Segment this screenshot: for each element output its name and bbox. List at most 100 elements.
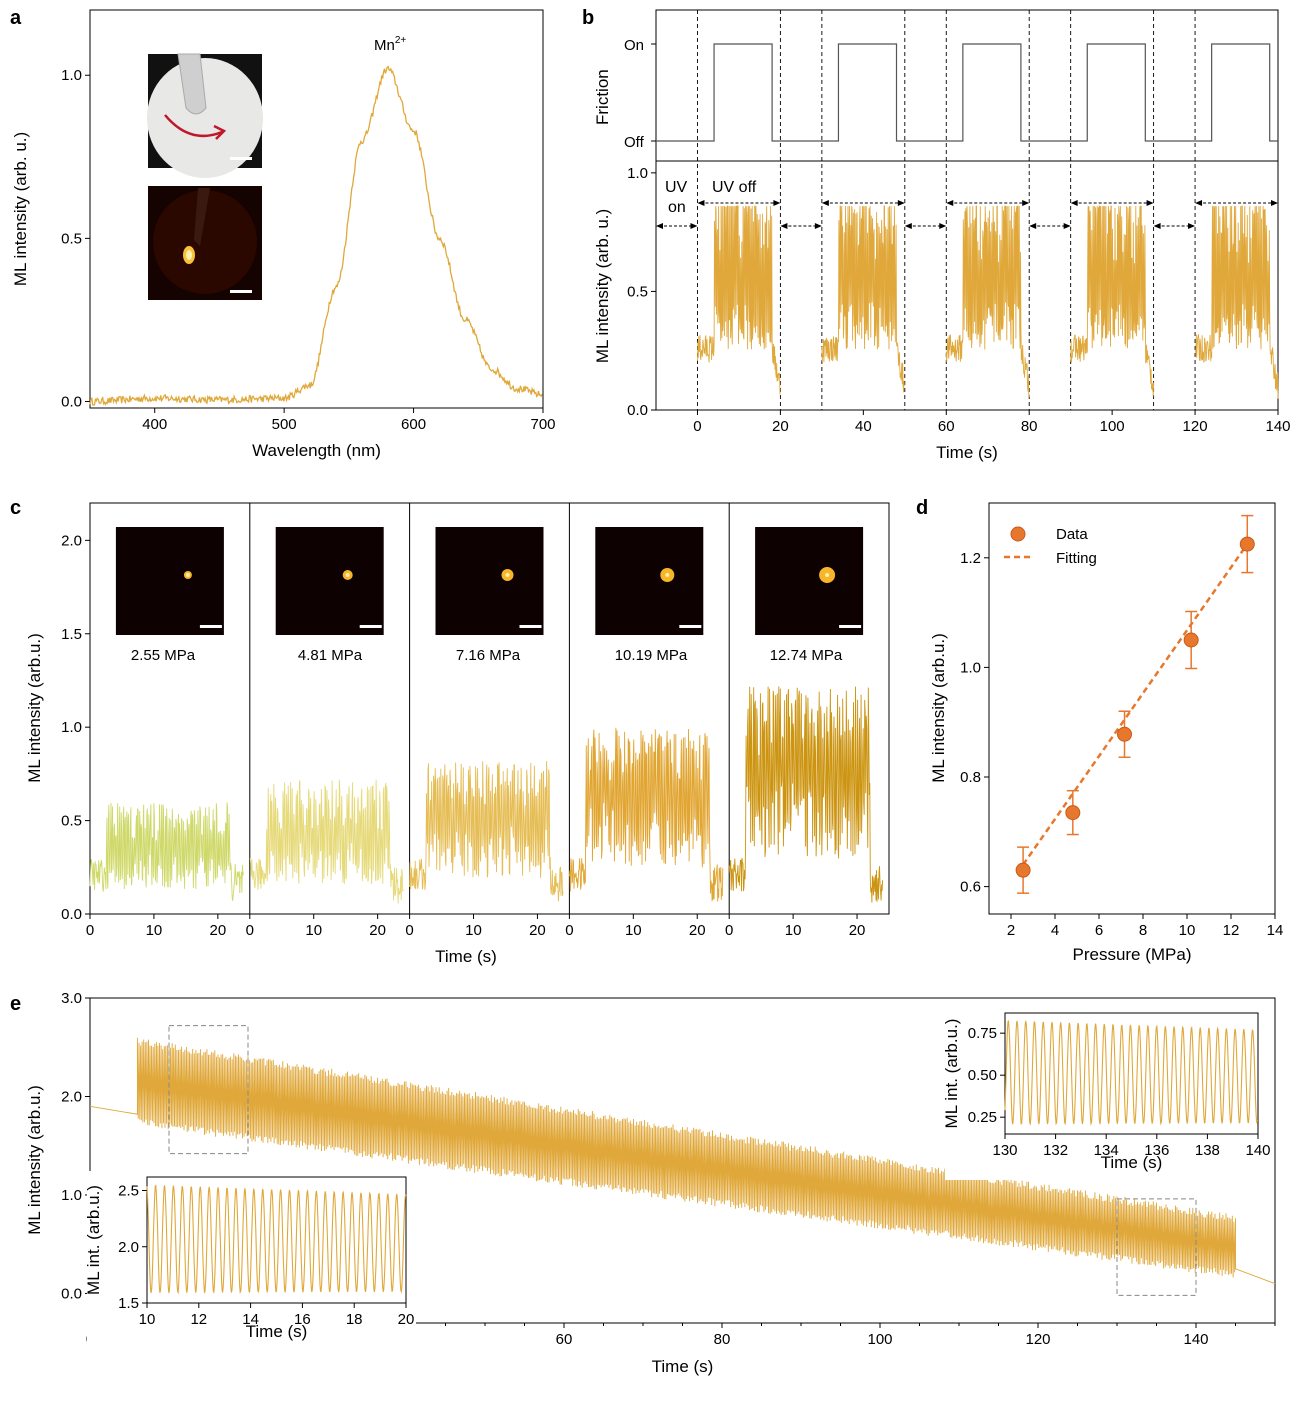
- inset-photo-emission: [148, 186, 262, 300]
- pressure-inset-scalebar: [679, 625, 702, 628]
- pressure-label-1: 2.55 MPa: [131, 647, 196, 664]
- inset-left-x-tick-label: 12: [190, 1311, 207, 1328]
- ml-burst-trace-4: [1070, 205, 1155, 397]
- panel-b-x-tick-label: 60: [938, 418, 955, 435]
- pressure-inset-scalebar: [199, 625, 222, 628]
- pressure-trace-5: [728, 686, 884, 903]
- panel-e-y-tick-label: 0.0: [61, 1285, 82, 1302]
- uv-on-arrow-head-left: [904, 223, 912, 229]
- panel-c-x-tick-label: 10: [146, 922, 163, 939]
- pressure-inset-scalebar: [359, 625, 382, 628]
- inset-left-x-tick-label: 10: [139, 1311, 156, 1328]
- uv-on-arrow-head-left: [780, 223, 788, 229]
- panel-b-axes: [655, 9, 1279, 411]
- inset-right-ylabel: ML int. (arb.u.): [942, 1019, 961, 1129]
- panel-b-x-tick-label: 120: [1183, 418, 1208, 435]
- pressure-inset-scalebar: [519, 625, 542, 628]
- pressure-inset-spot-core: [345, 573, 350, 577]
- ml-burst-trace-3: [945, 205, 1030, 398]
- data-point: [1239, 536, 1255, 552]
- panel-c-y-tick-label: 0.5: [61, 813, 82, 830]
- inset-right-x-tick-label: 136: [1144, 1142, 1169, 1159]
- uv-off-arrow-head-left: [1195, 200, 1203, 206]
- panel-a-x-tick-label: 700: [530, 416, 555, 433]
- inset-photo-setup: [147, 53, 263, 178]
- panel-b-letter: b: [582, 7, 594, 29]
- inset-left-y-tick-label: 2.5: [118, 1183, 139, 1200]
- panel-d-y-tick-label: 0.8: [960, 769, 981, 786]
- panel-c-x-tick-label: 0: [565, 922, 573, 939]
- data-point: [1117, 726, 1133, 742]
- uv-off-arrow-head-left: [946, 200, 954, 206]
- inset-left-x-tick-label: 16: [294, 1311, 311, 1328]
- panel-c-x-tick-label: 20: [209, 922, 226, 939]
- panel-e-x-tick-label: 100: [867, 1331, 892, 1348]
- panel-b-x-tick-label: 140: [1265, 418, 1290, 435]
- panel-d-ylabel: ML intensity (arb.u.): [929, 633, 948, 783]
- inset-right-y-tick-label: 0.25: [968, 1109, 997, 1126]
- panel-c-y-tick-label: 1.0: [61, 719, 82, 736]
- inset-right-x-tick-label: 130: [992, 1142, 1017, 1159]
- peak-label: Mn2+: [374, 35, 406, 54]
- panel-c-x-tick-label: 10: [465, 922, 482, 939]
- panel-c-x-tick-label: 20: [529, 922, 546, 939]
- panel-d-x-tick-label: 4: [1051, 922, 1059, 939]
- panel-c-xlabel: Time (s): [435, 947, 497, 966]
- panel-b-ylabel: ML intensity (arb. u.): [593, 209, 612, 363]
- pressure-inset-image: [755, 527, 864, 635]
- inset-left-x-tick-label: 18: [346, 1311, 363, 1328]
- panel-e-x-tick-label: 140: [1183, 1331, 1208, 1348]
- pressure-trace-4: [568, 727, 724, 902]
- panel-a-x-tick-label: 600: [401, 416, 426, 433]
- panel-a-y-tick-label: 0.5: [61, 230, 82, 247]
- pressure-trace-3: [409, 760, 564, 902]
- panel-d-y-tick-label: 1.0: [960, 659, 981, 676]
- panel-a-y-tick-label: 0.0: [61, 393, 82, 410]
- panel-c-ylabel: ML intensity (arb.u.): [25, 633, 44, 783]
- panel-b-y-tick-label: 0.0: [627, 402, 648, 419]
- panel-c-x-tick-label: 20: [689, 922, 706, 939]
- panel-e-x-tick-label: 120: [1025, 1331, 1050, 1348]
- data-point: [1015, 862, 1031, 878]
- panel-d-y-tick-label: 1.2: [960, 550, 981, 567]
- panel-a-x-tick-label: 500: [272, 416, 297, 433]
- friction-square-wave: [656, 43, 1278, 142]
- data-point: [1065, 805, 1081, 821]
- uv-on-arrow-head-right: [1188, 223, 1196, 229]
- panel-d-x-tick-label: 6: [1095, 922, 1103, 939]
- pressure-inset-scalebar: [839, 625, 862, 628]
- pressure-inset-spot-core: [665, 573, 670, 577]
- pressure-trace-1: [89, 802, 244, 901]
- uv-off-arrow-head-left: [1070, 200, 1078, 206]
- inset-left-axes: [146, 1176, 407, 1304]
- inset-left-y-tick-label: 1.5: [118, 1295, 139, 1312]
- panel-c-x-tick-label: 0: [725, 922, 733, 939]
- panel-d-x-tick-label: 14: [1267, 922, 1284, 939]
- inset-right-x-tick-label: 134: [1094, 1142, 1119, 1159]
- uv-on-arrow-head-left: [656, 223, 663, 229]
- uv-on-arrow-head-left: [1153, 223, 1161, 229]
- panel-c-y-tick-label: 1.5: [61, 626, 82, 643]
- panel-d-y-tick-label: 0.6: [960, 879, 981, 896]
- uv-off-arrow-head-right: [773, 200, 781, 206]
- panel-d-x-tick-label: 10: [1179, 922, 1196, 939]
- inset-right-trace: [1004, 1020, 1259, 1126]
- uv-on-arrow-head-right: [1063, 223, 1071, 229]
- inset-left-y-tick-label: 2.0: [118, 1239, 139, 1256]
- uv-off-arrow-head-left: [697, 200, 705, 206]
- pressure-label-4: 10.19 MPa: [615, 647, 688, 664]
- panel-c-y-tick-label: 2.0: [61, 532, 82, 549]
- panel-c-x-tick-label: 0: [86, 922, 94, 939]
- panel-c-x-tick-label: 10: [305, 922, 322, 939]
- pressure-inset-image: [435, 527, 544, 635]
- panel-c-x-tick-label: 20: [849, 922, 866, 939]
- panel-b-y-tick-label: 0.5: [627, 283, 648, 300]
- panel-b-x-tick-label: 80: [1021, 418, 1038, 435]
- inset-left-xlabel: Time (s): [246, 1322, 308, 1341]
- panel-e-letter: e: [10, 993, 21, 1015]
- panel-c-x-tick-label: 0: [246, 922, 254, 939]
- inset-right-y-tick-label: 0.50: [968, 1067, 997, 1084]
- pressure-label-3: 7.16 MPa: [456, 647, 521, 664]
- panel-b-x-tick-label: 20: [772, 418, 789, 435]
